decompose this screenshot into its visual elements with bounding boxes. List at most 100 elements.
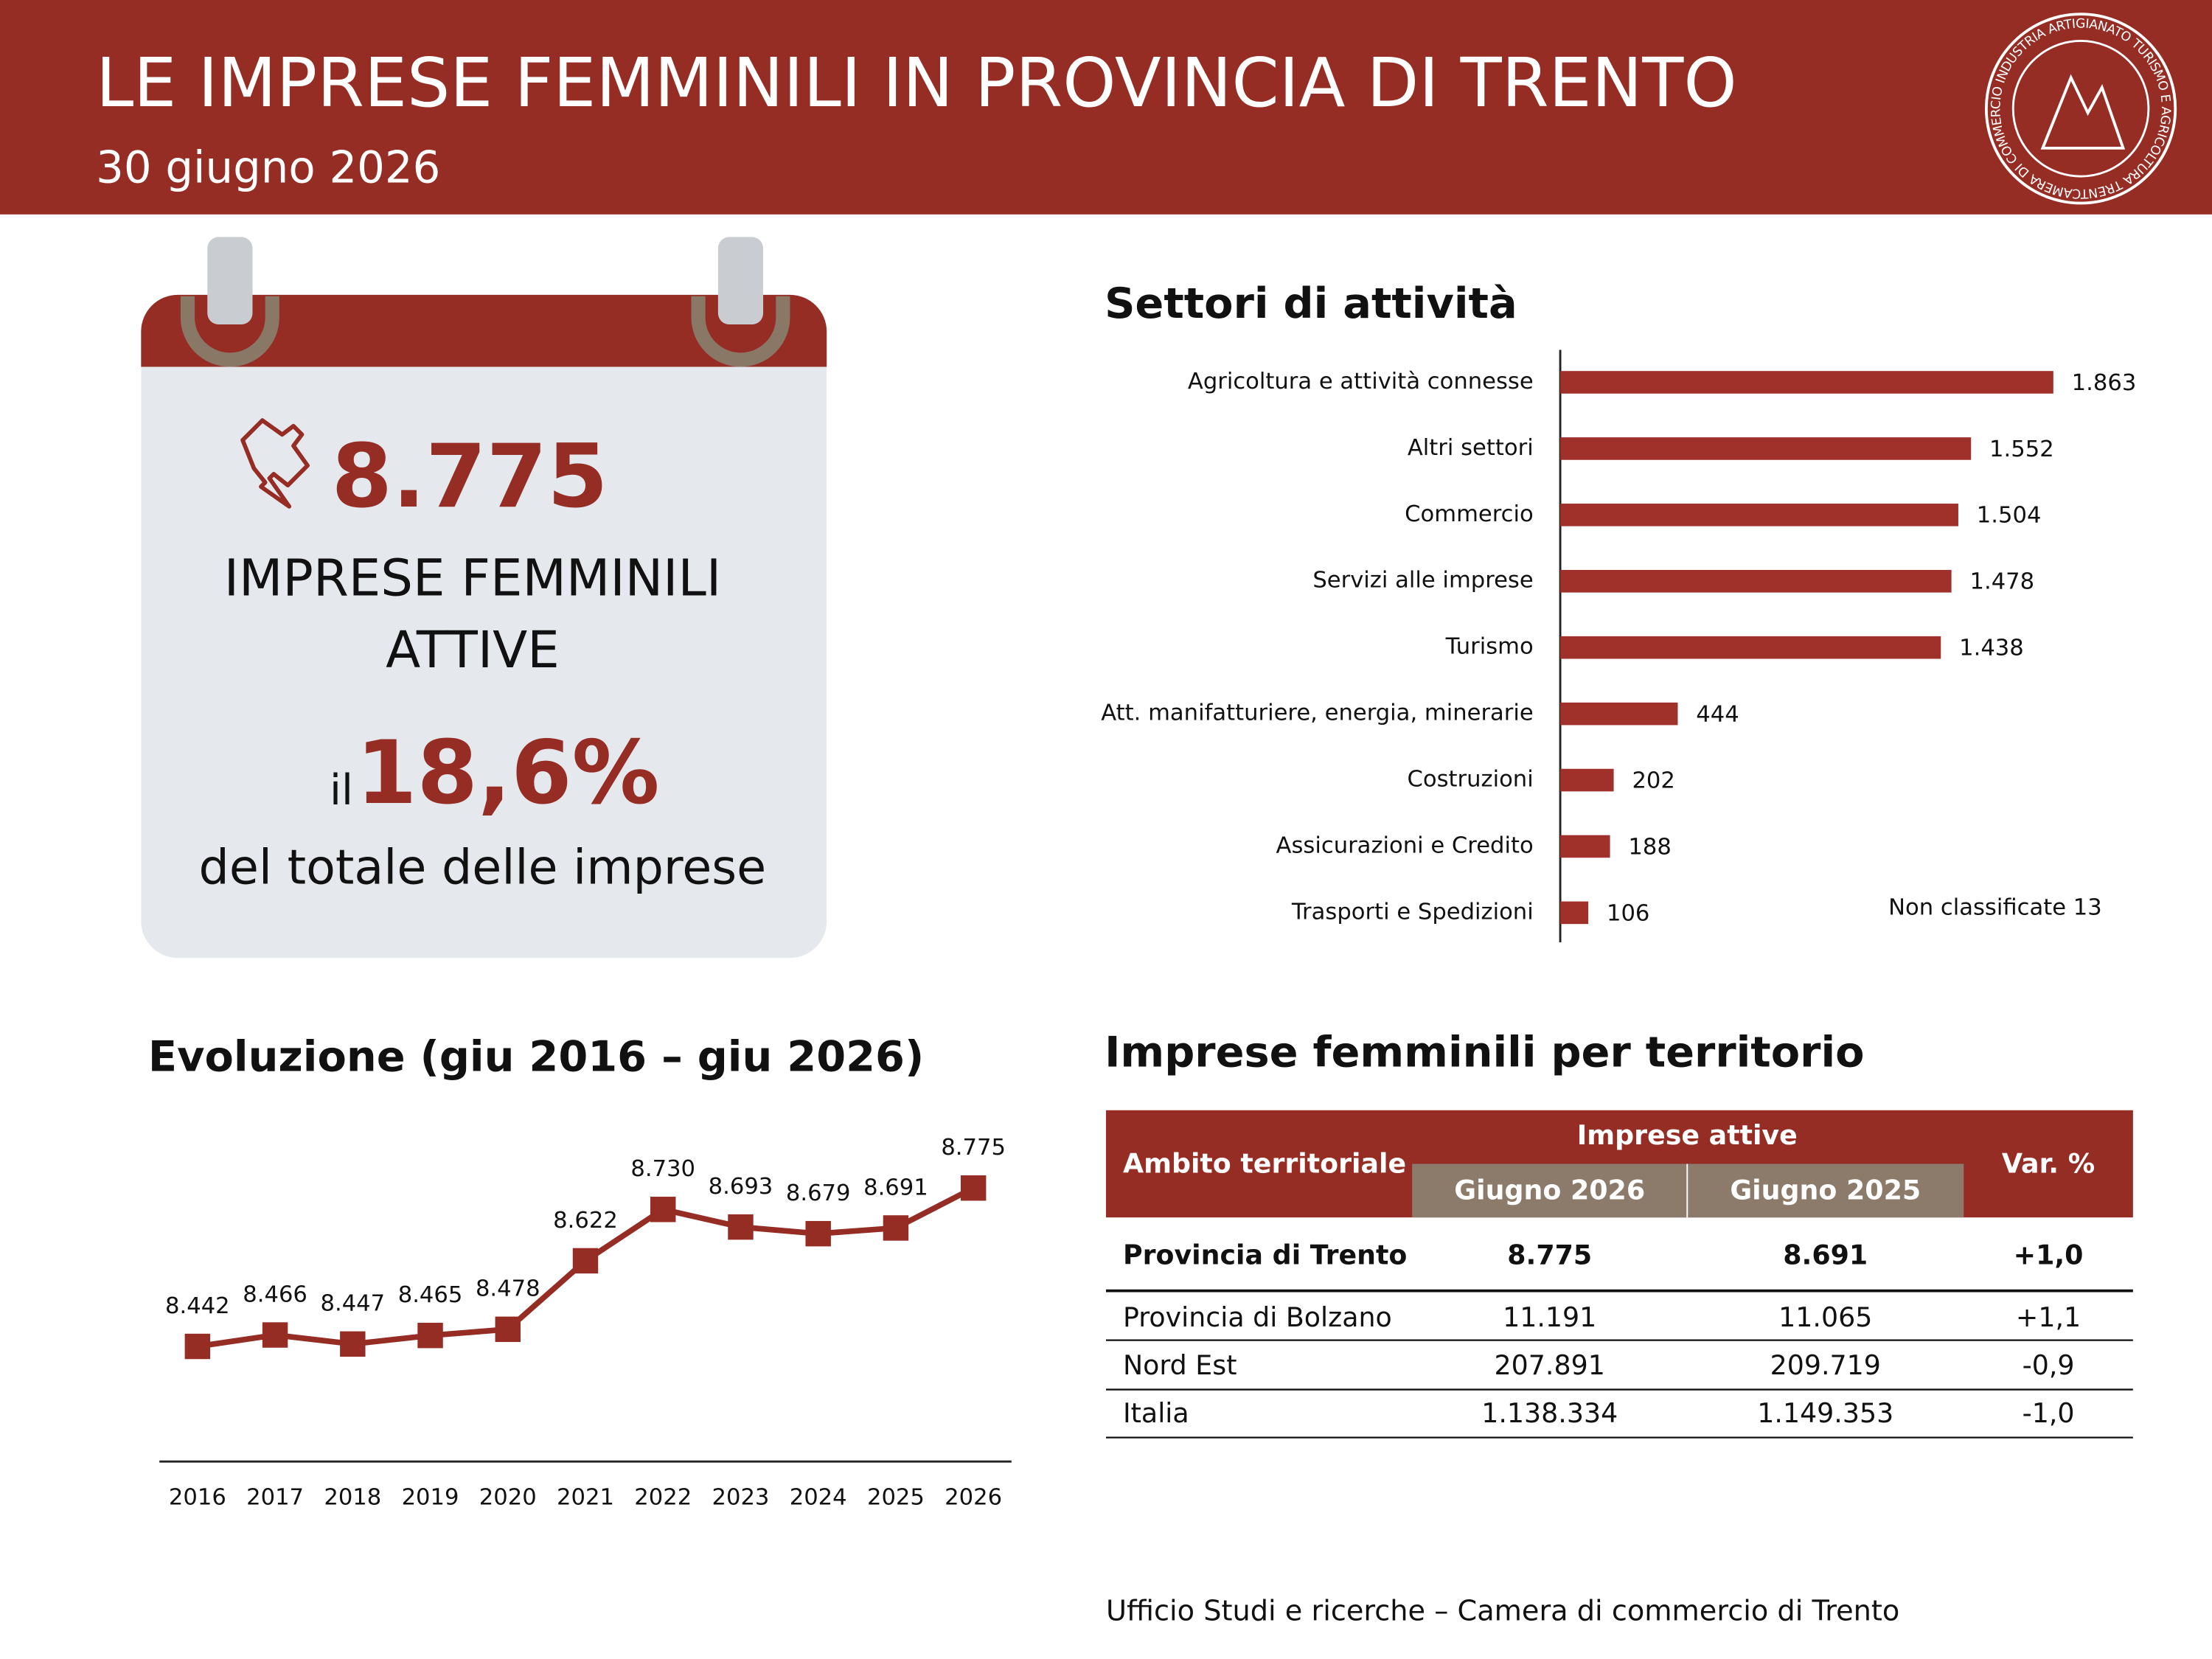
category-label: Trasporti e Spedizioni [1291, 899, 1534, 925]
chart-title: Settori di attività [1105, 279, 1517, 328]
chart-title: Evoluzione (giu 2016 – giu 2026) [148, 1032, 924, 1081]
x-tick-label: 2023 [712, 1484, 770, 1510]
logo-mountain [2040, 74, 2126, 150]
x-tick-label: 2022 [634, 1484, 692, 1510]
kpi-share: 18,6% [356, 722, 659, 824]
x-tick-label: 2020 [479, 1484, 537, 1510]
table-cell: +1,1 [2016, 1301, 2081, 1333]
category-label: Assicurazioni e Credito [1276, 832, 1534, 858]
category-label: Att. manifatturiere, energia, minerarie [1101, 700, 1533, 726]
category-label: Agricoltura e attività connesse [1188, 369, 1534, 394]
marker [340, 1331, 366, 1357]
bar [1560, 371, 2053, 394]
table-cell: Provincia di Trento [1123, 1239, 1407, 1271]
table-title: Imprese femminili per territorio [1105, 1028, 1864, 1077]
value-label: 8.730 [630, 1156, 695, 1182]
table-cell: -1,0 [2023, 1397, 2075, 1429]
x-tick-label: 2024 [790, 1484, 847, 1510]
bar [1560, 702, 1678, 726]
header-cell: Giugno 2025 [1730, 1175, 1921, 1206]
table-cell: 11.065 [1778, 1301, 1872, 1333]
x-tick-label: 2018 [324, 1484, 381, 1510]
header-cell: Var. % [2002, 1147, 2095, 1179]
table-cell: -0,9 [2023, 1349, 2075, 1381]
value-label: 8.622 [553, 1208, 618, 1234]
table-cell: 207.891 [1495, 1349, 1605, 1381]
x-tick-label: 2025 [867, 1484, 925, 1510]
bar [1560, 504, 1958, 526]
marker [572, 1248, 599, 1274]
table-cell: Nord Est [1123, 1349, 1237, 1381]
value-label: 1.863 [2072, 370, 2137, 396]
marker [805, 1220, 831, 1247]
header-cell: Imprese attive [1577, 1119, 1798, 1151]
footer: Ufficio Studi e ricerche – Camera di com… [1106, 1594, 1899, 1627]
x-tick-label: 2017 [246, 1484, 304, 1510]
value-label: 444 [1696, 702, 1739, 728]
x-tick-label: 2021 [557, 1484, 614, 1510]
kpi-label: ATTIVE [386, 621, 560, 680]
marker [495, 1316, 521, 1343]
calendar-top [141, 294, 827, 367]
kpi-label: IMPRESE FEMMINILI [224, 549, 721, 608]
value-label: 1.438 [1959, 636, 2024, 661]
x-tick-label: 2019 [402, 1484, 459, 1510]
header-cell: Ambito territoriale [1123, 1147, 1406, 1179]
table-cell: 8.691 [1783, 1239, 1868, 1271]
bar [1560, 636, 1941, 659]
territory-table: Imprese femminili per territorio Ambito t… [1105, 1028, 2133, 1439]
category-label: Turismo [1445, 634, 1534, 660]
value-label: 8.466 [243, 1281, 307, 1307]
category-label: Commercio [1405, 501, 1534, 527]
category-label: Servizi alle imprese [1312, 568, 1533, 594]
value-label: 202 [1632, 768, 1674, 793]
header-cell: Giugno 2026 [1454, 1175, 1645, 1206]
kpi-share-label: del totale delle imprese [199, 841, 767, 896]
value-label: 8.447 [320, 1291, 385, 1317]
calendar-ring [180, 296, 279, 367]
logo-inner [2011, 40, 2150, 178]
table-cell: 209.719 [1770, 1349, 1881, 1381]
value-label: 188 [1628, 834, 1671, 860]
table-cell: +1,0 [2014, 1239, 2084, 1271]
x-tick-label: 2016 [169, 1484, 226, 1510]
bar [1560, 569, 1952, 593]
logo-ring [1984, 13, 2177, 205]
table-cell: 1.149.353 [1757, 1397, 1893, 1429]
pin-icon [240, 418, 310, 509]
value-label: 1.552 [1989, 437, 2054, 462]
calendar-ring [691, 296, 790, 367]
value-label: 8.691 [863, 1175, 928, 1200]
table-cell: 11.191 [1503, 1301, 1596, 1333]
marker [728, 1214, 754, 1240]
bar [1560, 901, 1589, 925]
value-label: 8.679 [786, 1180, 851, 1206]
bar [1560, 437, 1972, 460]
value-label: 8.693 [709, 1174, 773, 1200]
marker [960, 1175, 987, 1201]
value-label: 8.775 [941, 1135, 1006, 1161]
x-tick-label: 2026 [945, 1484, 1002, 1510]
bar [1560, 835, 1610, 858]
bar [1560, 768, 1614, 792]
calendar-card [141, 294, 827, 959]
value-label: 8.465 [398, 1282, 463, 1308]
annotation: Non classificate 13 [1888, 895, 2102, 921]
title: LE IMPRESE FEMMINILI IN PROVINCIA DI TRE… [96, 44, 1737, 122]
calendar-tab [207, 237, 253, 325]
marker [184, 1333, 211, 1360]
value-label: 1.478 [1969, 569, 2034, 595]
kpi-value: 8.775 [332, 425, 608, 527]
table-cell: Provincia di Bolzano [1123, 1301, 1392, 1333]
table-cell: Italia [1123, 1397, 1189, 1429]
marker [417, 1322, 443, 1349]
table-cell: 1.138.334 [1481, 1397, 1618, 1429]
header-band [0, 0, 2212, 215]
calendar-tab [717, 237, 764, 325]
table-cell: 8.775 [1507, 1239, 1592, 1271]
subtitle: 30 giugno 2026 [96, 142, 440, 193]
kpi-prefix: il [330, 765, 353, 815]
value-label: 8.478 [476, 1276, 540, 1302]
